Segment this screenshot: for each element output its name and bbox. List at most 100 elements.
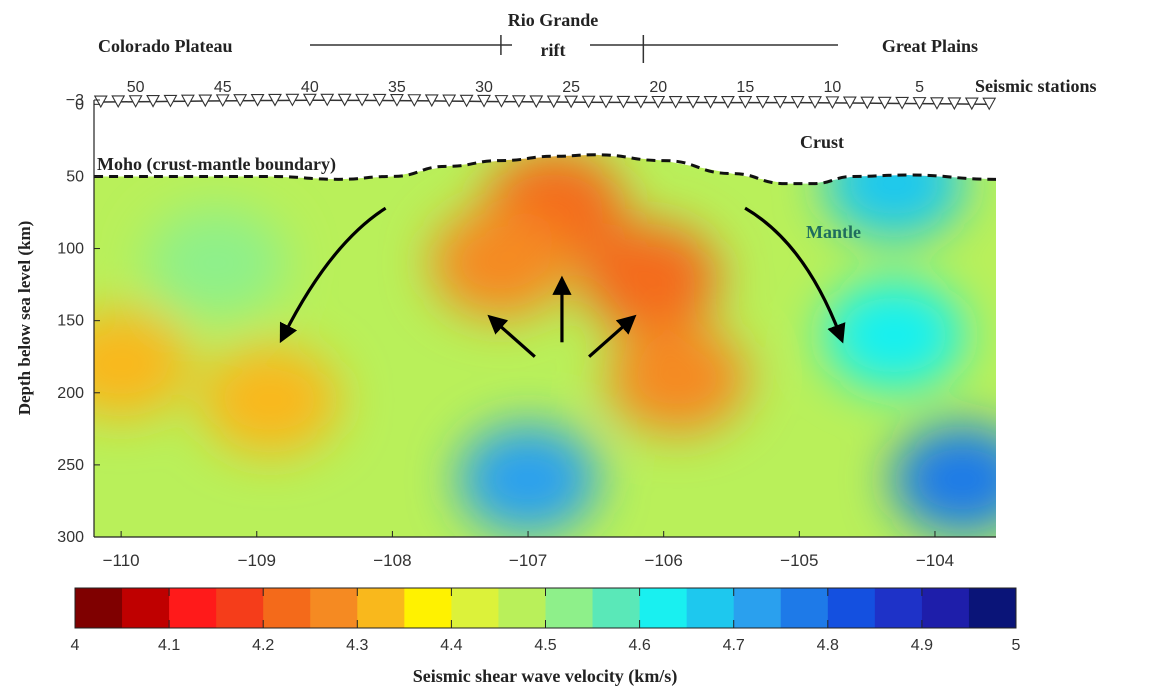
station-marker bbox=[163, 94, 178, 108]
station-marker bbox=[947, 97, 962, 111]
station-marker bbox=[285, 93, 300, 107]
velocity-anomaly bbox=[200, 344, 341, 455]
colorbar-segment bbox=[216, 588, 264, 628]
station-marker bbox=[146, 95, 160, 108]
colorbar-segment bbox=[592, 588, 641, 628]
station-marker bbox=[494, 95, 509, 108]
station-marker bbox=[372, 93, 387, 107]
colorbar-segment bbox=[780, 588, 829, 628]
seismic-stations bbox=[93, 93, 997, 111]
station-marker bbox=[773, 96, 788, 109]
station-marker bbox=[755, 96, 770, 109]
station-number-label: 50 bbox=[127, 79, 145, 96]
colorbar-segment bbox=[639, 588, 688, 628]
colorbar-label: Seismic shear wave velocity (km/s) bbox=[413, 666, 678, 687]
region-rio-grande-line2: rift bbox=[541, 40, 566, 60]
colorbar-ticks: 4 4.1 4.2 4.3 4.4 4.5 4.6 4.7 4.8 4.9 5 bbox=[71, 588, 1021, 654]
station-marker bbox=[982, 97, 997, 111]
station-marker bbox=[128, 95, 143, 108]
station-marker bbox=[459, 94, 474, 108]
velocity-field bbox=[94, 100, 996, 537]
colorbar-segment bbox=[404, 588, 452, 628]
colorbar-tick-label: 4 bbox=[71, 637, 80, 654]
station-marker bbox=[390, 94, 404, 107]
region-lines bbox=[310, 35, 838, 63]
colorbar-segment bbox=[827, 588, 876, 628]
moho-line bbox=[94, 153, 997, 186]
velocity-anomaly bbox=[146, 207, 287, 318]
station-marker bbox=[302, 93, 317, 107]
flow-arrow-up-left bbox=[487, 314, 536, 358]
colorbar-tick-label: 4.7 bbox=[723, 637, 745, 654]
station-number-label: 20 bbox=[649, 79, 667, 96]
station-marker bbox=[703, 96, 718, 109]
colorbar-segment bbox=[545, 588, 594, 628]
colorbar-tick-label: 4.3 bbox=[346, 637, 368, 654]
colorbar-tick-label: 4.2 bbox=[252, 637, 274, 654]
station-number-label: 5 bbox=[915, 79, 924, 96]
velocity-anomaly bbox=[94, 308, 192, 419]
colorbar-segment bbox=[733, 588, 782, 628]
y-tick-label: 200 bbox=[57, 385, 84, 402]
colorbar-segment bbox=[498, 588, 546, 628]
flow-arrow-down-right bbox=[744, 206, 846, 344]
flow-arrow-up-right bbox=[588, 314, 637, 358]
y-axis-label: Depth below sea level (km) bbox=[15, 221, 34, 416]
x-tick-label: −105 bbox=[780, 551, 818, 570]
colorbar-tick-label: 4.6 bbox=[628, 637, 650, 654]
station-marker bbox=[511, 95, 526, 108]
region-colorado-plateau: Colorado Plateau bbox=[98, 36, 233, 56]
y-tick-label: 250 bbox=[57, 457, 84, 474]
y-tick-label: 150 bbox=[57, 313, 84, 330]
station-marker bbox=[581, 95, 596, 109]
station-number-label: 30 bbox=[475, 79, 493, 96]
x-tick-label: −106 bbox=[645, 551, 683, 570]
x-tick-label: −104 bbox=[916, 551, 954, 570]
colorbar-segment bbox=[686, 588, 735, 628]
station-marker bbox=[790, 96, 805, 109]
station-marker bbox=[215, 94, 230, 108]
station-marker bbox=[477, 94, 491, 108]
station-number-label: 10 bbox=[824, 79, 842, 96]
station-marker bbox=[599, 95, 613, 109]
colorbar-segment bbox=[874, 588, 923, 628]
station-marker bbox=[233, 94, 248, 107]
station-marker bbox=[651, 95, 666, 109]
colorbar-segment bbox=[968, 588, 1017, 628]
station-marker bbox=[250, 94, 265, 107]
velocity-anomaly bbox=[607, 323, 748, 434]
velocity-anomaly bbox=[824, 280, 965, 391]
station-marker bbox=[930, 97, 944, 110]
x-tick-label: −109 bbox=[238, 551, 276, 570]
velocity-anomaly bbox=[430, 207, 571, 318]
station-number-label: 35 bbox=[388, 79, 406, 96]
station-number-label: 40 bbox=[301, 79, 319, 96]
region-great-plains: Great Plains bbox=[882, 36, 978, 56]
y-tick-label: 300 bbox=[57, 529, 84, 546]
stations-label: Seismic stations bbox=[975, 76, 1097, 96]
colorbar-tick-label: 4.5 bbox=[534, 637, 556, 654]
colorbar-tick-label: 4.1 bbox=[158, 637, 180, 654]
velocity-anomaly bbox=[458, 424, 599, 535]
colorbar bbox=[74, 587, 1017, 629]
colorbar-segment bbox=[75, 588, 123, 628]
surface-line bbox=[100, 99, 990, 105]
colorbar-segment bbox=[357, 588, 405, 628]
station-number-label: 15 bbox=[736, 79, 754, 96]
station-marker bbox=[877, 96, 892, 110]
x-tick-label: −107 bbox=[509, 551, 547, 570]
station-marker bbox=[616, 95, 631, 109]
station-marker bbox=[964, 97, 979, 111]
velocity-anomalies bbox=[94, 128, 996, 535]
station-marker bbox=[198, 94, 213, 108]
colorbar-tick-label: 4.8 bbox=[817, 637, 839, 654]
crust-annotation: Crust bbox=[800, 132, 844, 152]
station-marker bbox=[442, 94, 457, 108]
colorbar-tick-label: 5 bbox=[1012, 637, 1021, 654]
station-marker bbox=[912, 97, 927, 110]
station-marker bbox=[738, 96, 753, 109]
region-rio-grande-line1: Rio Grande bbox=[508, 10, 599, 30]
station-marker bbox=[355, 93, 370, 107]
colorbar-tick-label: 4.4 bbox=[440, 637, 462, 654]
